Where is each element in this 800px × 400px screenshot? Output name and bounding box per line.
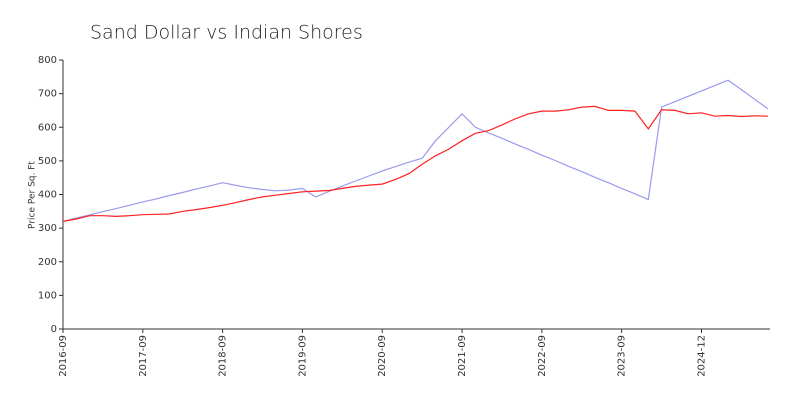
- series-line: [62, 105, 769, 222]
- x-tick-label: 2020-09: [377, 335, 388, 377]
- y-tick-label: 200: [38, 257, 57, 268]
- y-tick-label: 700: [38, 89, 57, 100]
- y-tick-label: 300: [38, 223, 57, 234]
- x-tick-label: 2016-09: [58, 335, 69, 377]
- x-tick-label: 2019-09: [297, 335, 308, 377]
- x-tick-label: 2024-12: [696, 335, 707, 377]
- y-tick-label: 0: [51, 324, 57, 335]
- x-tick-label: 2018-09: [218, 335, 229, 377]
- y-tick-label: 100: [38, 290, 57, 301]
- x-tick-label: 2023-09: [617, 335, 628, 377]
- y-tick-label: 600: [38, 122, 57, 133]
- series-line: [62, 79, 769, 222]
- x-tick-label: 2017-09: [138, 335, 149, 377]
- y-tick-label: 500: [38, 156, 57, 167]
- x-tick-label: 2021-09: [457, 335, 468, 377]
- y-axis-label: Price Per Sq. Ft: [28, 161, 38, 229]
- x-tick-label: 2022-09: [537, 335, 548, 377]
- y-tick-label: 800: [38, 55, 57, 66]
- chart-title: Sand Dollar vs Indian Shores: [90, 22, 363, 44]
- y-tick-label: 400: [38, 190, 57, 201]
